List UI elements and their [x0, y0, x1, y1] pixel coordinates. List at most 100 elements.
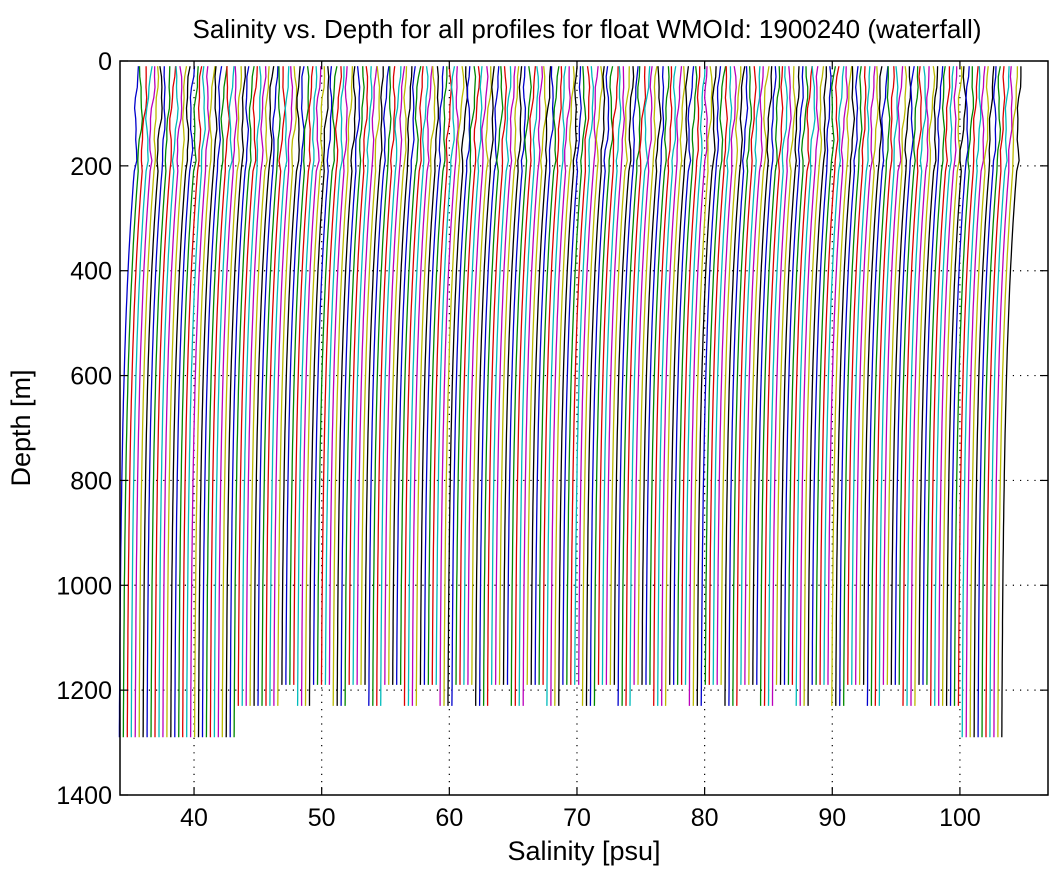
profile-line — [882, 66, 904, 685]
profile-line — [827, 66, 848, 685]
profile-line — [918, 66, 939, 685]
profile-line — [664, 66, 686, 706]
profile-line — [166, 66, 188, 738]
profile-line — [502, 66, 523, 685]
profile-line — [482, 66, 504, 706]
profile-line — [641, 66, 662, 685]
profile-line — [471, 66, 493, 685]
profile-line — [392, 66, 413, 685]
profile-line — [941, 66, 963, 706]
profile-line — [154, 66, 177, 738]
profile-line — [213, 66, 235, 738]
profile-line — [934, 66, 955, 706]
profile-line — [823, 66, 845, 685]
profile-line — [122, 66, 144, 738]
profile-line — [787, 66, 809, 685]
profile-line — [759, 66, 781, 706]
profile-line — [348, 66, 369, 685]
profile-line — [890, 66, 912, 685]
profile-line — [661, 66, 683, 706]
x-tick-label: 50 — [308, 804, 336, 832]
profile-line — [578, 66, 599, 685]
profile-line — [938, 66, 958, 706]
profile-line — [411, 66, 433, 706]
profile-line — [847, 66, 867, 685]
profile-line — [257, 66, 279, 706]
profile-line — [922, 66, 944, 685]
profile-line — [233, 66, 255, 738]
profile-line — [807, 66, 827, 706]
profile-line — [756, 66, 777, 685]
profile-line — [688, 66, 708, 706]
y-tick-label: 800 — [70, 467, 112, 495]
profile-line — [467, 66, 489, 685]
profile-line — [506, 66, 527, 685]
profile-line — [498, 66, 520, 685]
x-tick-label: 90 — [818, 804, 846, 832]
profile-line — [396, 66, 416, 685]
profile-line — [486, 66, 508, 706]
profile-line — [463, 66, 483, 685]
profile-line — [795, 66, 816, 706]
profile-line — [1001, 66, 1022, 738]
profile-line — [775, 66, 797, 685]
profile-line — [708, 66, 728, 685]
profile-line — [522, 66, 544, 706]
profile-line — [423, 66, 445, 685]
plot-frame — [119, 60, 1049, 796]
profile-line — [613, 66, 635, 685]
profile-line — [977, 66, 997, 738]
profile-line — [803, 66, 825, 706]
profile-line — [475, 66, 495, 706]
profile-line — [676, 66, 698, 685]
profile-line — [126, 66, 148, 738]
profile-line — [324, 66, 345, 685]
profile-line — [732, 66, 753, 706]
profile-line — [752, 66, 773, 685]
profile-line — [645, 66, 665, 685]
profile-line — [886, 66, 908, 685]
profile-line — [439, 66, 459, 706]
profile-line — [617, 66, 639, 706]
y-tick-label: 600 — [70, 363, 112, 391]
y-axis-label: Depth [m] — [6, 369, 36, 486]
profile-line — [649, 66, 670, 685]
profile-line — [174, 66, 196, 738]
profile-line — [455, 66, 477, 685]
profile-line — [221, 66, 243, 738]
profile-line — [558, 66, 578, 706]
profile-line — [906, 66, 927, 706]
y-tick-label: 1000 — [56, 572, 112, 600]
profile-line — [835, 66, 856, 706]
profile-line — [510, 66, 532, 706]
profile-line — [601, 66, 622, 685]
profile-line — [993, 66, 1013, 738]
profile-line — [716, 66, 737, 685]
profile-line — [193, 66, 216, 738]
profile-line — [684, 66, 706, 685]
profile-line — [621, 66, 641, 706]
profile-line — [158, 66, 179, 738]
profile-line — [356, 66, 378, 685]
profile-line — [253, 66, 275, 706]
profile-line — [186, 66, 206, 738]
profile-line — [130, 66, 153, 738]
y-tick-label: 1200 — [56, 677, 112, 705]
profile-line — [989, 66, 1010, 738]
profile-line — [740, 66, 761, 685]
profile-line — [138, 66, 160, 738]
profile-line — [403, 66, 424, 706]
profile-line — [146, 66, 166, 738]
profile-line — [277, 66, 298, 706]
profile-line — [150, 66, 171, 738]
profile-line — [494, 66, 516, 685]
profile-line — [562, 66, 582, 685]
profile-line — [300, 66, 322, 706]
profile-line — [961, 66, 982, 738]
profile-line — [673, 66, 695, 685]
profile-line — [973, 66, 995, 738]
profile-line — [526, 66, 547, 685]
profile-line — [831, 66, 853, 706]
profile-line — [669, 66, 690, 685]
